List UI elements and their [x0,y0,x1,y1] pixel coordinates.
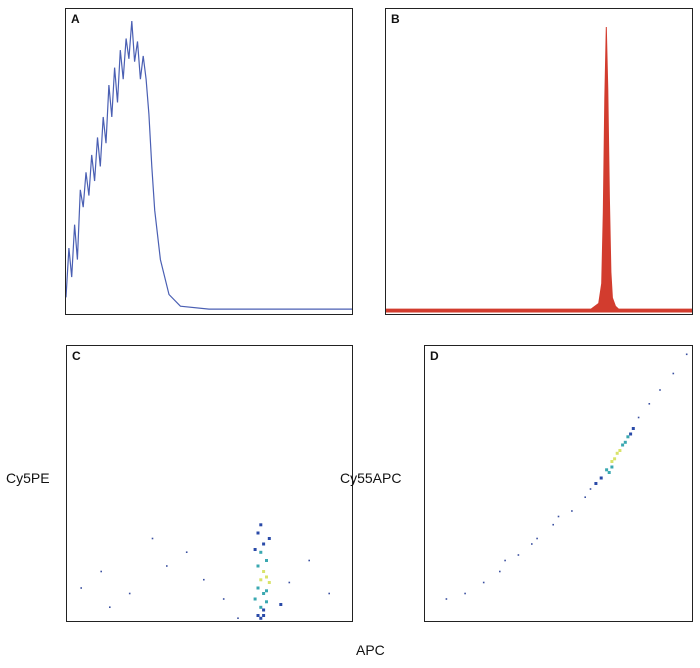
dotplot-c-point [256,614,260,617]
dotplot-c-point [253,548,257,551]
dotplot-c-point [259,605,263,609]
dotplot-d-point [648,403,651,405]
dotplot-c-point [80,587,82,589]
dotplot-c-point [100,570,102,573]
dotplot-c-point [288,581,291,584]
dotplot-c-point [265,589,268,593]
dotplot-d-point [621,443,625,447]
dotplot-c-point [308,559,310,562]
dotplot-c-point [222,598,225,600]
dotplot-c-point [262,592,266,595]
dotplot-c-point [267,537,271,540]
dotplot-c-point [109,606,111,608]
dotplot-c-point [262,608,266,612]
y-axis-label-c: Cy5PE [6,470,50,486]
dotplot-d-point [618,449,622,452]
dotplot-c-point [259,550,263,554]
panel-label-a: A [71,12,80,26]
dotplot-d-point [613,457,617,461]
dotplot-d-point [610,465,614,469]
dotplot-c-point [259,578,263,582]
dotplot-d-point [589,488,592,490]
y-axis-label-d: Cy55APC [340,470,402,486]
dotplot-d-point [594,482,598,485]
dotplot-panel-c: C [66,345,353,622]
histogram-b-plot [386,26,692,313]
dotplot-d-point [517,554,520,556]
dotplot-d-point [531,543,533,545]
dotplot-c-point [262,570,266,573]
dotplot-c-point [265,559,268,562]
dotplot-c-point [262,614,266,617]
histogram-panel-a: A [65,8,353,315]
dotplot-d-point [584,496,586,498]
dotplot-d-point [626,435,630,439]
dotplot-d-point [464,592,466,595]
dotplot-d-point [610,460,614,463]
dotplot-d-point [615,451,619,455]
dotplot-d-point [631,427,635,430]
dotplot-c-point [128,592,131,595]
dotplot-c-point [203,578,205,581]
dotplot-d-point [659,389,661,391]
dotplot-d-point [605,468,609,472]
histogram-a-plot [66,20,352,310]
dotplot-d-point [629,432,633,436]
histogram-a-line [66,20,352,310]
dotplot-c-point [265,575,268,579]
dotplot-d-point [536,537,538,540]
histogram-b-area [386,26,692,313]
dotplot-d-point [504,559,506,562]
dotplot-d-point [552,523,554,526]
dotplot-d-point [557,515,560,518]
dotplot-c-point [185,551,188,553]
dotplot-c-plot [80,523,330,620]
dotplot-c-point [256,531,260,535]
dotplot-c-point [328,592,330,595]
x-axis-label: APC [356,642,385,658]
dotplot-d-point [637,416,640,419]
dotplot-c-point [253,597,257,601]
dotplot-c-point [279,603,283,606]
dotplot-d-point [499,570,501,573]
dotplot-c-point [256,564,260,568]
dotplot-d-point [571,510,573,512]
dotplot-c-point [166,565,168,567]
dotplot-c-point [259,616,263,620]
dotplot-d-point [672,372,675,375]
dotplot-c-point [262,542,266,546]
dotplot-c-point [265,600,268,604]
dotplot-d-point [607,471,611,474]
panel-label-c: C [72,349,81,363]
dotplot-d-plot [445,353,688,600]
dotplot-d-point [445,598,448,600]
dotplot-c-point [151,537,154,540]
dotplot-panel-d: D [424,345,693,622]
dotplot-d-point [599,476,603,480]
histogram-panel-b: B [385,8,693,315]
dotplot-d-point [482,581,485,584]
dotplot-c-point [259,523,263,527]
dotplot-c-point [267,581,271,584]
panel-label-d: D [430,349,439,363]
dotplot-c-point [237,617,239,619]
panel-label-b: B [391,12,400,26]
dotplot-d-point [685,353,688,356]
dotplot-d-point [623,440,627,444]
dotplot-c-point [256,586,260,590]
